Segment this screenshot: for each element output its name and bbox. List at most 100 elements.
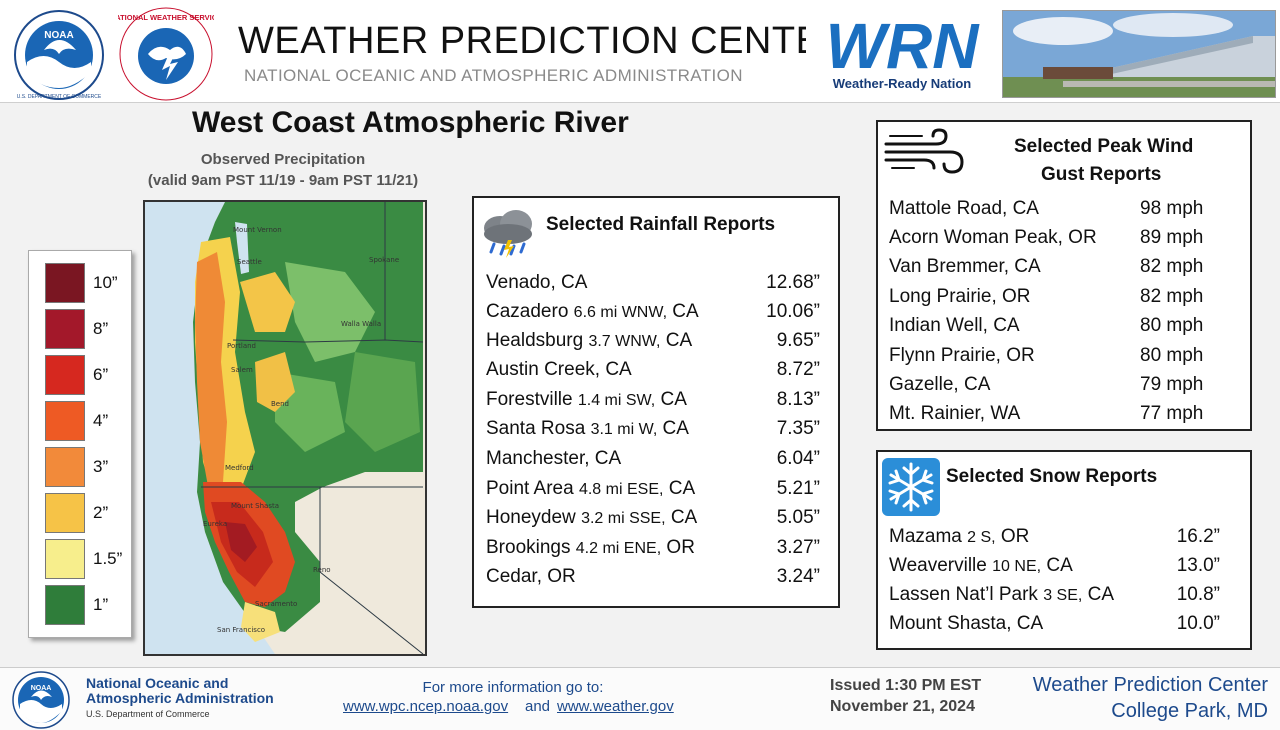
wrn-label: Weather-Ready Nation	[832, 76, 972, 91]
wind-reports-panel: Selected Peak Wind Gust Reports Mattole …	[876, 120, 1252, 431]
rainfall-place: Cazadero	[486, 301, 569, 322]
footer-org-line3: U.S. Department of Commerce	[86, 709, 210, 719]
wind-place: Mattole Road, CA	[889, 198, 1039, 219]
precipitation-map: Mount Vernon Seattle Spokane Walla Walla…	[143, 200, 427, 656]
rainfall-detail: 3.2 mi SSE,	[581, 510, 666, 527]
legend-label: 1”	[93, 595, 109, 614]
wind-place: Long Prairie, OR	[889, 286, 1031, 307]
weather-ready-nation-logo: WRN Weather-Ready Nation	[806, 10, 998, 96]
snow-row: Mount Shasta, CA	[889, 613, 1043, 635]
snow-reports-panel: Selected Snow Reports Mazama 2 S, OR 16.…	[876, 450, 1252, 650]
rainfall-state: CA	[660, 389, 687, 410]
nws-logo-text: NATIONAL WEATHER SERVICE	[118, 13, 214, 22]
wind-place: Indian Well, CA	[889, 315, 1020, 336]
wind-value: 80 mph	[1140, 345, 1204, 366]
wrn-logo-text: WRN	[826, 12, 981, 78]
rainfall-value: 6.04”	[776, 448, 820, 469]
legend-label: 2”	[93, 503, 109, 522]
rainfall-value: 3.24”	[776, 566, 820, 587]
rainfall-state: CA	[670, 507, 698, 528]
rainfall-detail: 4.8 mi ESE,	[578, 481, 664, 498]
noaa-footer-logo: NOAA	[12, 671, 70, 729]
rainfall-value: 9.65”	[776, 330, 820, 351]
building-photo	[1002, 10, 1276, 98]
rainfall-place: Brookings	[486, 537, 571, 558]
legend-item: 1”	[45, 585, 125, 625]
footer-org-line2: Atmospheric Administration	[86, 690, 274, 706]
rainfall-place: Point Area	[486, 478, 574, 499]
city-label: Medford	[225, 464, 254, 472]
rainfall-state: CA	[662, 418, 689, 439]
rainfall-value: 10.06”	[766, 301, 820, 322]
rainfall-state: CA	[561, 272, 588, 293]
rainfall-value: 8.72”	[776, 359, 820, 380]
city-label: Eureka	[203, 520, 227, 528]
rainfall-detail: 1.4 mi SW,	[577, 392, 656, 409]
map-caption: Observed Precipitation	[200, 151, 366, 168]
precipitation-legend: 10” 8” 6” 4” 3” 2” 1.5” 1”	[28, 250, 132, 638]
wpc-website-link[interactable]: www.wpc.ncep.noaa.gov	[343, 698, 509, 715]
rainfall-place: Forestville	[486, 389, 573, 410]
rainfall-row: Cedar, OR	[486, 566, 576, 588]
rainfall-row: Venado, CA	[486, 272, 587, 294]
wind-place: Gazelle, CA	[889, 374, 991, 395]
rainfall-state: OR	[547, 566, 576, 587]
header-title: WEATHER PREDICTION CENTER	[238, 20, 850, 62]
rainfall-place: Santa Rosa	[486, 418, 586, 439]
rainfall-detail: 4.2 mi ENE,	[575, 540, 662, 557]
rainfall-row: Santa Rosa 3.1 mi W, CA	[486, 418, 689, 440]
weather-gov-link[interactable]: www.weather.gov	[557, 698, 674, 715]
snow-value: 10.0”	[1176, 613, 1220, 634]
legend-swatch	[45, 539, 85, 579]
legend-label: 6”	[93, 365, 109, 384]
rainfall-reports-panel: Selected Rainfall Reports Venado, CA 12.…	[472, 196, 840, 608]
snow-value: 13.0”	[1176, 555, 1220, 576]
city-label: Reno	[313, 566, 331, 574]
main-title: West Coast Atmospheric River	[192, 106, 629, 139]
rainfall-place: Healdsburg	[486, 330, 584, 351]
noaa-logo-text: NOAA	[44, 30, 73, 41]
map-valid-period: (valid 9am PST 11/19 - 9am PST 11/21)	[147, 172, 419, 189]
wind-value: 89 mph	[1140, 227, 1204, 248]
rainfall-value: 3.27”	[776, 537, 820, 558]
rainfall-value: 5.05”	[776, 507, 820, 528]
rainfall-row: Brookings 4.2 mi ENE, OR	[486, 537, 695, 559]
city-label: Spokane	[369, 256, 399, 264]
footer-and: and	[525, 698, 551, 715]
wind-place: Flynn Prairie, OR	[889, 345, 1035, 366]
wind-value: 82 mph	[1140, 286, 1204, 307]
header-subtitle: NATIONAL OCEANIC AND ATMOSPHERIC ADMINIS…	[244, 66, 743, 85]
snow-detail: 3 SE,	[1043, 587, 1083, 604]
city-label: Mount Vernon	[233, 226, 282, 234]
footer-info-label: For more information go to:	[422, 679, 604, 696]
wind-place: Mt. Rainier, WA	[889, 403, 1021, 424]
snow-detail: 10 NE,	[992, 558, 1042, 575]
rainfall-value: 5.21”	[776, 478, 820, 499]
wind-place: Van Bremmer, CA	[889, 256, 1041, 277]
legend-swatch	[45, 309, 85, 349]
rainfall-row: Manchester, CA	[486, 448, 621, 470]
rainfall-state: CA	[668, 478, 696, 499]
wind-value: 77 mph	[1140, 403, 1204, 424]
wind-value: 98 mph	[1140, 198, 1204, 219]
nws-logo: NATIONAL WEATHER SERVICE	[118, 7, 214, 101]
snow-row: Mazama 2 S, OR	[889, 526, 1029, 548]
legend-item: 1.5”	[45, 539, 125, 579]
snow-value: 10.8”	[1176, 584, 1220, 605]
rainfall-row: Austin Creek, CA	[486, 359, 632, 381]
snow-detail: 2 S,	[967, 529, 996, 546]
rainfall-row: Healdsburg 3.7 WNW, CA	[486, 330, 692, 352]
wind-value: 82 mph	[1140, 256, 1204, 277]
snow-place: Weaverville	[889, 555, 987, 576]
legend-swatch	[45, 263, 85, 303]
rainfall-title: Selected Rainfall Reports	[546, 214, 776, 235]
legend-item: 8”	[45, 309, 125, 349]
rainfall-detail: 3.7 WNW,	[588, 333, 661, 350]
city-label: Bend	[271, 400, 289, 408]
legend-label: 8”	[93, 319, 109, 338]
rain-cloud-icon	[484, 210, 532, 258]
wind-icon	[884, 128, 964, 174]
rainfall-row: Point Area 4.8 mi ESE, CA	[486, 478, 695, 500]
legend-item: 10”	[45, 263, 125, 303]
legend-item: 4”	[45, 401, 125, 441]
